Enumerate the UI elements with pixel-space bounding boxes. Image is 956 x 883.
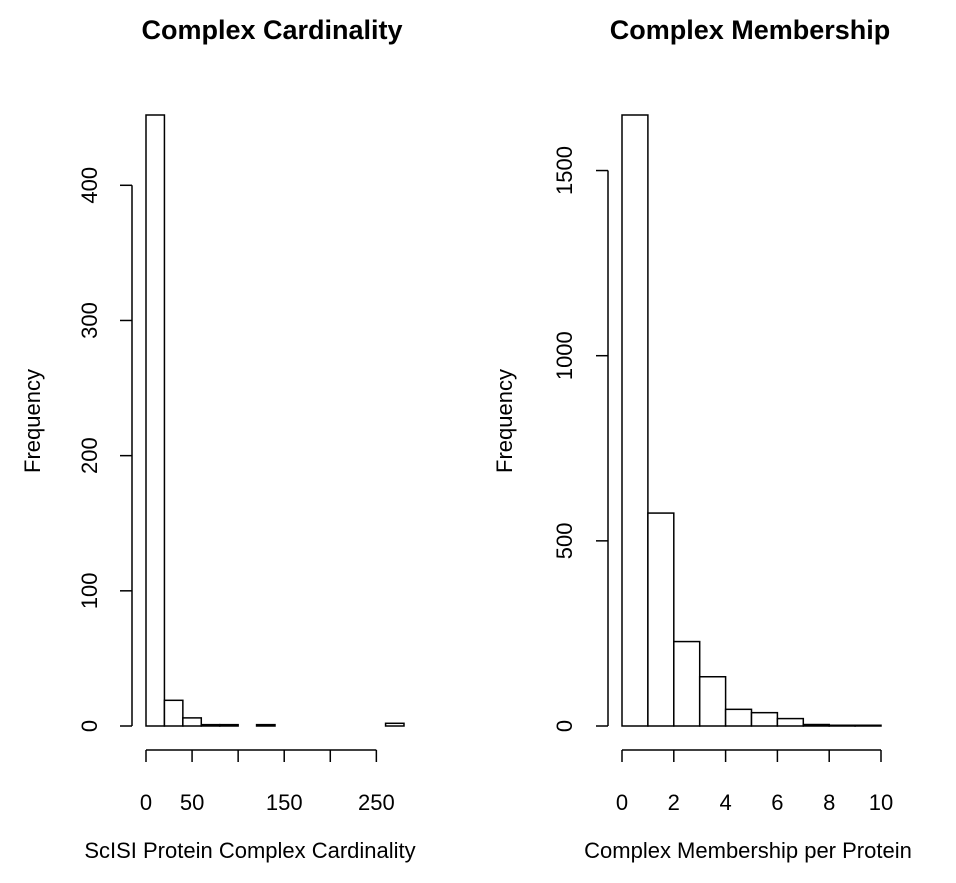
histogram-bar bbox=[698, 675, 727, 727]
y-axis: 0 100 200 300 400 bbox=[77, 167, 133, 732]
chart-title: Complex Cardinality bbox=[141, 15, 402, 45]
x-tick-label: 0 bbox=[616, 790, 628, 815]
histogram-bar bbox=[673, 640, 701, 727]
y-tick-label: 200 bbox=[77, 437, 102, 474]
x-tick-label: 250 bbox=[358, 790, 395, 815]
y-tick-label: 300 bbox=[77, 302, 102, 339]
histogram-bar bbox=[621, 114, 649, 727]
y-axis-label: Frequency bbox=[492, 369, 517, 473]
histogram-bar bbox=[200, 723, 221, 727]
x-tick-label: 8 bbox=[823, 790, 835, 815]
x-axis-label: ScISI Protein Complex Cardinality bbox=[84, 838, 415, 863]
y-tick-label: 400 bbox=[77, 167, 102, 204]
y-tick-label: 100 bbox=[77, 572, 102, 609]
histogram-bar bbox=[724, 708, 753, 727]
y-tick-label: 1000 bbox=[552, 331, 577, 380]
y-axis: 0 500 1000 1500 bbox=[552, 146, 609, 732]
histogram-panel-complex-membership: Complex Membership Frequency Complex Mem… bbox=[492, 15, 912, 863]
x-axis: 0 50 150 250 bbox=[140, 749, 395, 815]
histogram-panel-complex-cardinality: Complex Cardinality Frequency ScISI Prot… bbox=[20, 15, 416, 863]
histogram-bar bbox=[255, 723, 276, 727]
histogram-bar bbox=[854, 724, 882, 727]
x-tick-label: 2 bbox=[668, 790, 680, 815]
histogram-bar bbox=[776, 717, 805, 727]
y-tick-label: 500 bbox=[552, 522, 577, 559]
y-tick-label: 1500 bbox=[552, 146, 577, 195]
x-tick-label: 150 bbox=[266, 790, 303, 815]
x-axis: 0 2 4 6 8 10 bbox=[616, 749, 893, 815]
x-tick-label: 4 bbox=[719, 790, 731, 815]
histogram-bar bbox=[802, 723, 830, 727]
histogram-bar bbox=[145, 114, 166, 727]
chart-title: Complex Membership bbox=[610, 15, 891, 45]
x-tick-label: 50 bbox=[180, 790, 204, 815]
histogram-bar bbox=[828, 724, 856, 727]
histogram-bar bbox=[384, 722, 405, 727]
histogram-bar bbox=[218, 723, 239, 727]
histogram-bar bbox=[750, 711, 779, 727]
y-tick-label: 0 bbox=[552, 720, 577, 732]
y-tick-label: 0 bbox=[77, 720, 102, 732]
histogram-bar bbox=[163, 699, 184, 727]
x-tick-label: 0 bbox=[140, 790, 152, 815]
x-tick-label: 10 bbox=[869, 790, 893, 815]
bars bbox=[621, 114, 882, 727]
x-axis-label: Complex Membership per Protein bbox=[584, 838, 912, 863]
y-axis-label: Frequency bbox=[20, 369, 45, 473]
x-tick-label: 6 bbox=[771, 790, 783, 815]
histogram-bar bbox=[182, 717, 203, 727]
bars bbox=[145, 114, 405, 727]
histogram-bar bbox=[647, 512, 675, 727]
